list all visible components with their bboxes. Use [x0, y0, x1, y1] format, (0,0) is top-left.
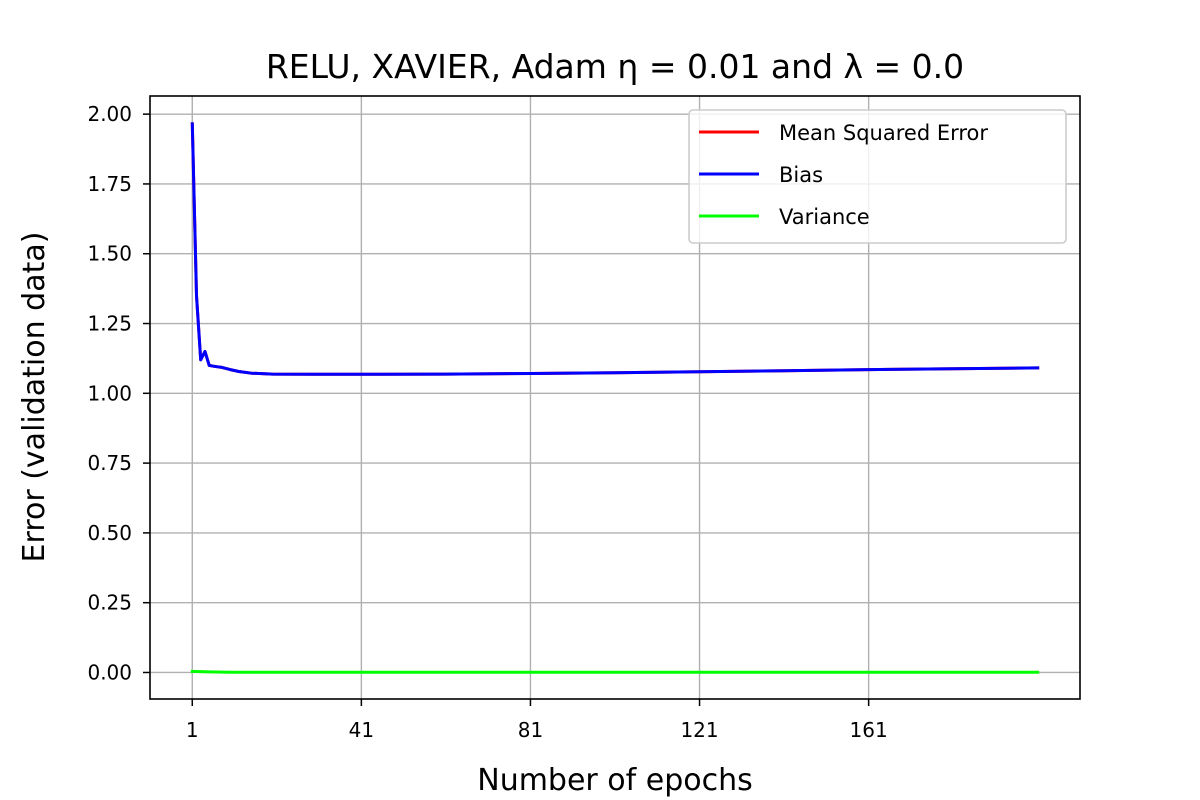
legend-label-mean-squared-error: Mean Squared Error: [779, 121, 988, 145]
x-tick-label: 1: [186, 718, 199, 742]
y-tick-label: 1.50: [87, 242, 132, 266]
y-axis-label: Error (validation data): [17, 232, 52, 563]
y-tick-label: 0.25: [87, 591, 132, 615]
x-axis-ticks: 1 41 81 121 161: [186, 699, 888, 742]
y-tick-label: 1.75: [87, 172, 132, 196]
y-tick-label: 1.25: [87, 312, 132, 336]
plot-frame: [149, 95, 1081, 700]
series-group: [190, 122, 1040, 674]
x-tick-label: 41: [349, 718, 374, 742]
grid: [150, 96, 1080, 699]
y-tick-label: 0.75: [87, 451, 132, 475]
legend: Mean Squared Error Bias Variance: [688, 109, 1067, 244]
x-axis-label: Number of epochs: [477, 763, 753, 798]
y-tick-label: 0.00: [87, 660, 132, 684]
x-tick-label: 121: [680, 718, 718, 742]
y-tick-label: 1.00: [87, 381, 132, 405]
chart-title: RELU, XAVIER, Adam η = 0.01 and λ = 0.0: [266, 47, 964, 86]
legend-label-bias: Bias: [779, 163, 823, 187]
x-tick-label: 161: [850, 718, 888, 742]
y-axis-ticks: 0.00 0.25 0.50 0.75 1.00 1.25 1.50 1.75 2.00: [87, 102, 150, 684]
series-line-bias: [190, 122, 1040, 376]
x-tick-label: 81: [518, 718, 543, 742]
legend-label-variance: Variance: [779, 205, 870, 229]
y-tick-label: 0.50: [87, 521, 132, 545]
legend-box: [688, 109, 1067, 244]
series-line-variance: [190, 669, 1040, 674]
y-tick-label: 2.00: [87, 102, 132, 126]
